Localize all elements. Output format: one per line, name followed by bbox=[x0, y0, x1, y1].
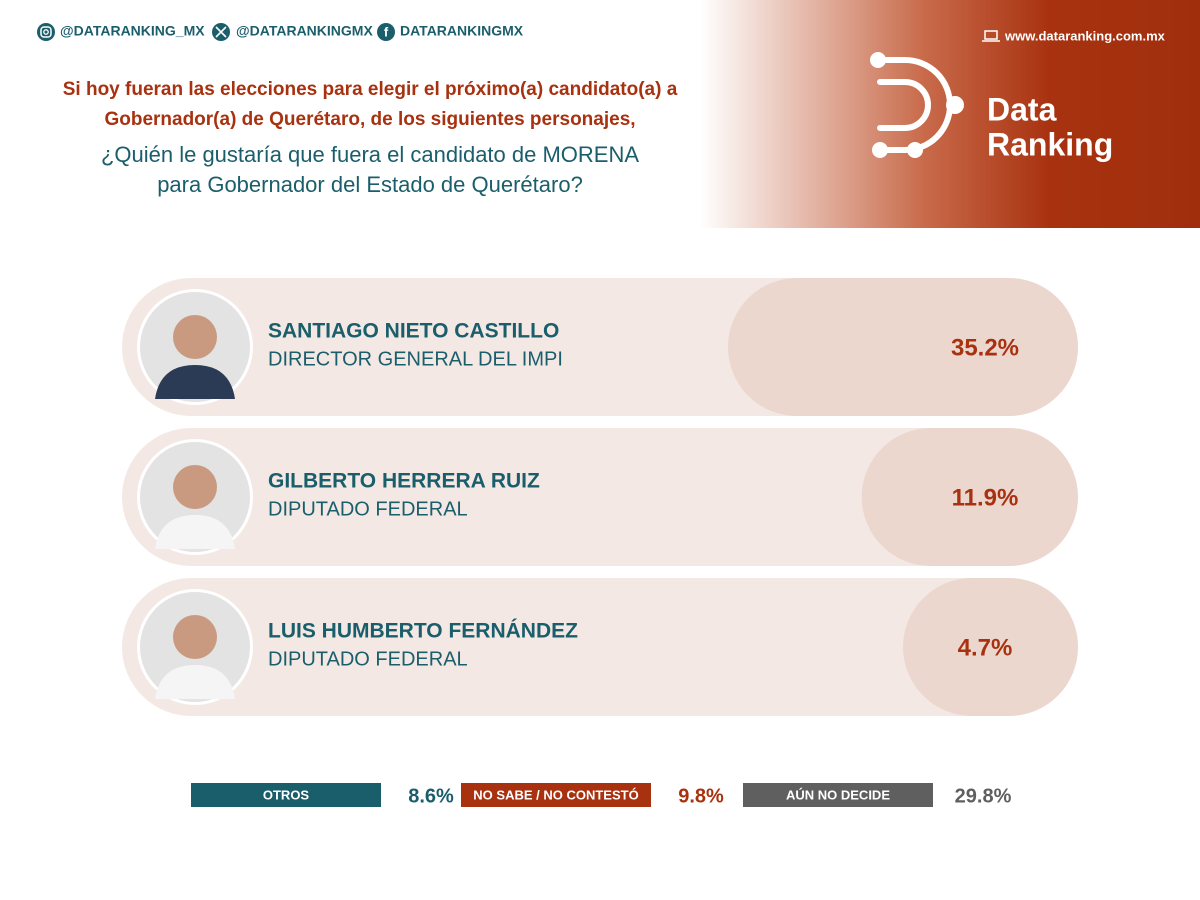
social-icons: f bbox=[37, 23, 1000, 42]
photo-head bbox=[173, 315, 217, 359]
others-value: 9.8% bbox=[678, 785, 724, 807]
logo-mark bbox=[870, 52, 964, 158]
value-label: 4.7% bbox=[958, 634, 1013, 661]
row-pill bbox=[122, 428, 1078, 566]
title: Si hoy fueran las elecciones para elegir… bbox=[63, 79, 678, 100]
others-box bbox=[461, 783, 651, 807]
others-box bbox=[743, 783, 933, 807]
bar bbox=[903, 578, 1078, 716]
social-handle: @DATARANKING_MX bbox=[60, 23, 205, 39]
others-label: OTROS bbox=[263, 787, 310, 802]
subtitle: para Gobernador del Estado de Querétaro? bbox=[157, 172, 583, 197]
others-label: NO SABE / NO CONTESTÓ bbox=[473, 787, 638, 802]
others-value: 29.8% bbox=[955, 785, 1012, 807]
photo-body bbox=[155, 365, 235, 399]
candidate-name: LUIS HUMBERTO FERNÁNDEZ bbox=[268, 620, 578, 643]
candidate-role: DIRECTOR GENERAL DEL IMPI bbox=[268, 348, 563, 370]
photo-body bbox=[155, 665, 235, 699]
others-value: 8.6% bbox=[408, 785, 454, 807]
candidate-name: SANTIAGO NIETO CASTILLO bbox=[268, 320, 559, 343]
title: Gobernador(a) de Querétaro, de los sigui… bbox=[104, 109, 635, 130]
photo-head bbox=[173, 615, 217, 659]
brand-name: Data bbox=[987, 91, 1057, 127]
brand-name: Ranking bbox=[987, 126, 1113, 162]
photo-body bbox=[155, 515, 235, 549]
bar bbox=[861, 428, 1078, 566]
others-label: AÚN NO DECIDE bbox=[786, 787, 890, 802]
photo-head bbox=[173, 465, 217, 509]
social-handle: @DATARANKINGMX bbox=[236, 23, 373, 39]
value-label: 11.9% bbox=[952, 484, 1019, 511]
candidate-role: DIPUTADO FEDERAL bbox=[268, 498, 468, 520]
social-handle: DATARANKINGMX bbox=[400, 23, 524, 39]
others-box bbox=[191, 783, 381, 807]
website: www.dataranking.com.mx bbox=[1004, 28, 1166, 43]
bar bbox=[727, 278, 1078, 416]
value-label: 35.2% bbox=[951, 334, 1019, 361]
svg-text:f: f bbox=[384, 24, 389, 39]
candidate-name: GILBERTO HERRERA RUIZ bbox=[268, 470, 540, 493]
subtitle: ¿Quién le gustaría que fuera el candidat… bbox=[101, 142, 639, 167]
candidate-role: DIPUTADO FEDERAL bbox=[268, 648, 468, 670]
row-pill bbox=[122, 578, 1078, 716]
